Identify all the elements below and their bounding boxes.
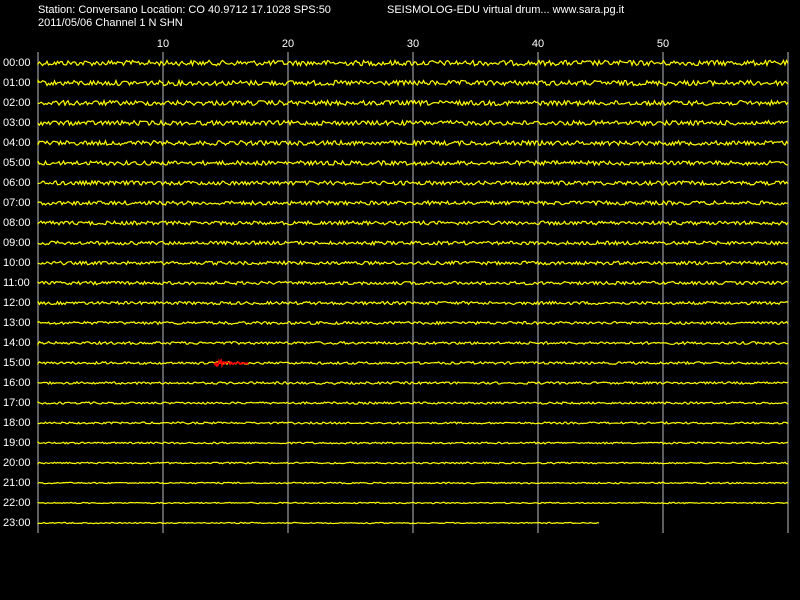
hour-label: 03:00	[3, 117, 31, 129]
trace	[37, 380, 789, 386]
trace	[37, 98, 789, 108]
minute-label: 50	[657, 38, 669, 50]
hour-label: 10:00	[3, 257, 31, 269]
trace	[37, 400, 789, 405]
hour-label: 08:00	[3, 217, 31, 229]
trace	[37, 259, 789, 266]
hour-label: 22:00	[3, 497, 31, 509]
trace	[37, 280, 789, 286]
trace	[37, 139, 789, 147]
hour-label: 09:00	[3, 237, 31, 249]
minute-label: 20	[282, 38, 294, 50]
trace	[37, 461, 789, 465]
hour-label: 11:00	[3, 277, 30, 289]
trace	[37, 119, 789, 127]
trace	[37, 199, 789, 207]
hour-label: 17:00	[3, 397, 31, 409]
hour-label: 02:00	[3, 97, 31, 109]
date-channel: 2011/05/06 Channel 1 N SHN	[38, 17, 183, 29]
hour-label: 18:00	[3, 417, 31, 429]
traces	[37, 58, 789, 525]
hour-label: 00:00	[3, 57, 31, 69]
trace	[37, 360, 789, 366]
labels: 10 20 30 40 50 00:00 01:00 02:00 03:00 04:00 05:00…	[3, 38, 669, 529]
station-info: Station: Conversano Location: CO 40.9712…	[38, 4, 331, 16]
minute-label: 10	[157, 38, 169, 50]
hour-label: 01:00	[3, 77, 31, 89]
grid	[37, 52, 789, 533]
app-title: SEISMOLOG-EDU virtual drum... www.sara.p…	[387, 4, 624, 16]
hour-label: 14:00	[3, 337, 31, 349]
trace	[37, 320, 789, 326]
trace	[37, 300, 789, 306]
trace	[37, 340, 789, 347]
trace	[37, 501, 789, 505]
hour-label: 15:00	[3, 357, 31, 369]
hour-label: 12:00	[3, 297, 31, 309]
hour-label: 13:00	[3, 317, 31, 329]
hour-label: 06:00	[3, 177, 31, 189]
minute-label: 30	[407, 38, 419, 50]
hour-label: 23:00	[3, 517, 31, 529]
trace	[37, 239, 789, 247]
hour-label: 05:00	[3, 157, 31, 169]
hour-label: 04:00	[3, 137, 31, 149]
trace	[37, 58, 789, 68]
hour-label: 07:00	[3, 197, 31, 209]
event-trace	[214, 357, 249, 369]
trace	[37, 440, 789, 445]
hour-label: 19:00	[3, 437, 31, 449]
hour-label: 20:00	[3, 457, 31, 469]
trace	[37, 421, 789, 425]
trace	[37, 219, 789, 227]
trace	[37, 481, 789, 485]
minute-label: 40	[532, 38, 544, 50]
hour-label: 21:00	[3, 477, 31, 489]
hour-label: 16:00	[3, 377, 31, 389]
trace	[37, 159, 788, 167]
trace	[37, 78, 789, 88]
trace	[37, 521, 600, 525]
trace	[37, 179, 789, 187]
